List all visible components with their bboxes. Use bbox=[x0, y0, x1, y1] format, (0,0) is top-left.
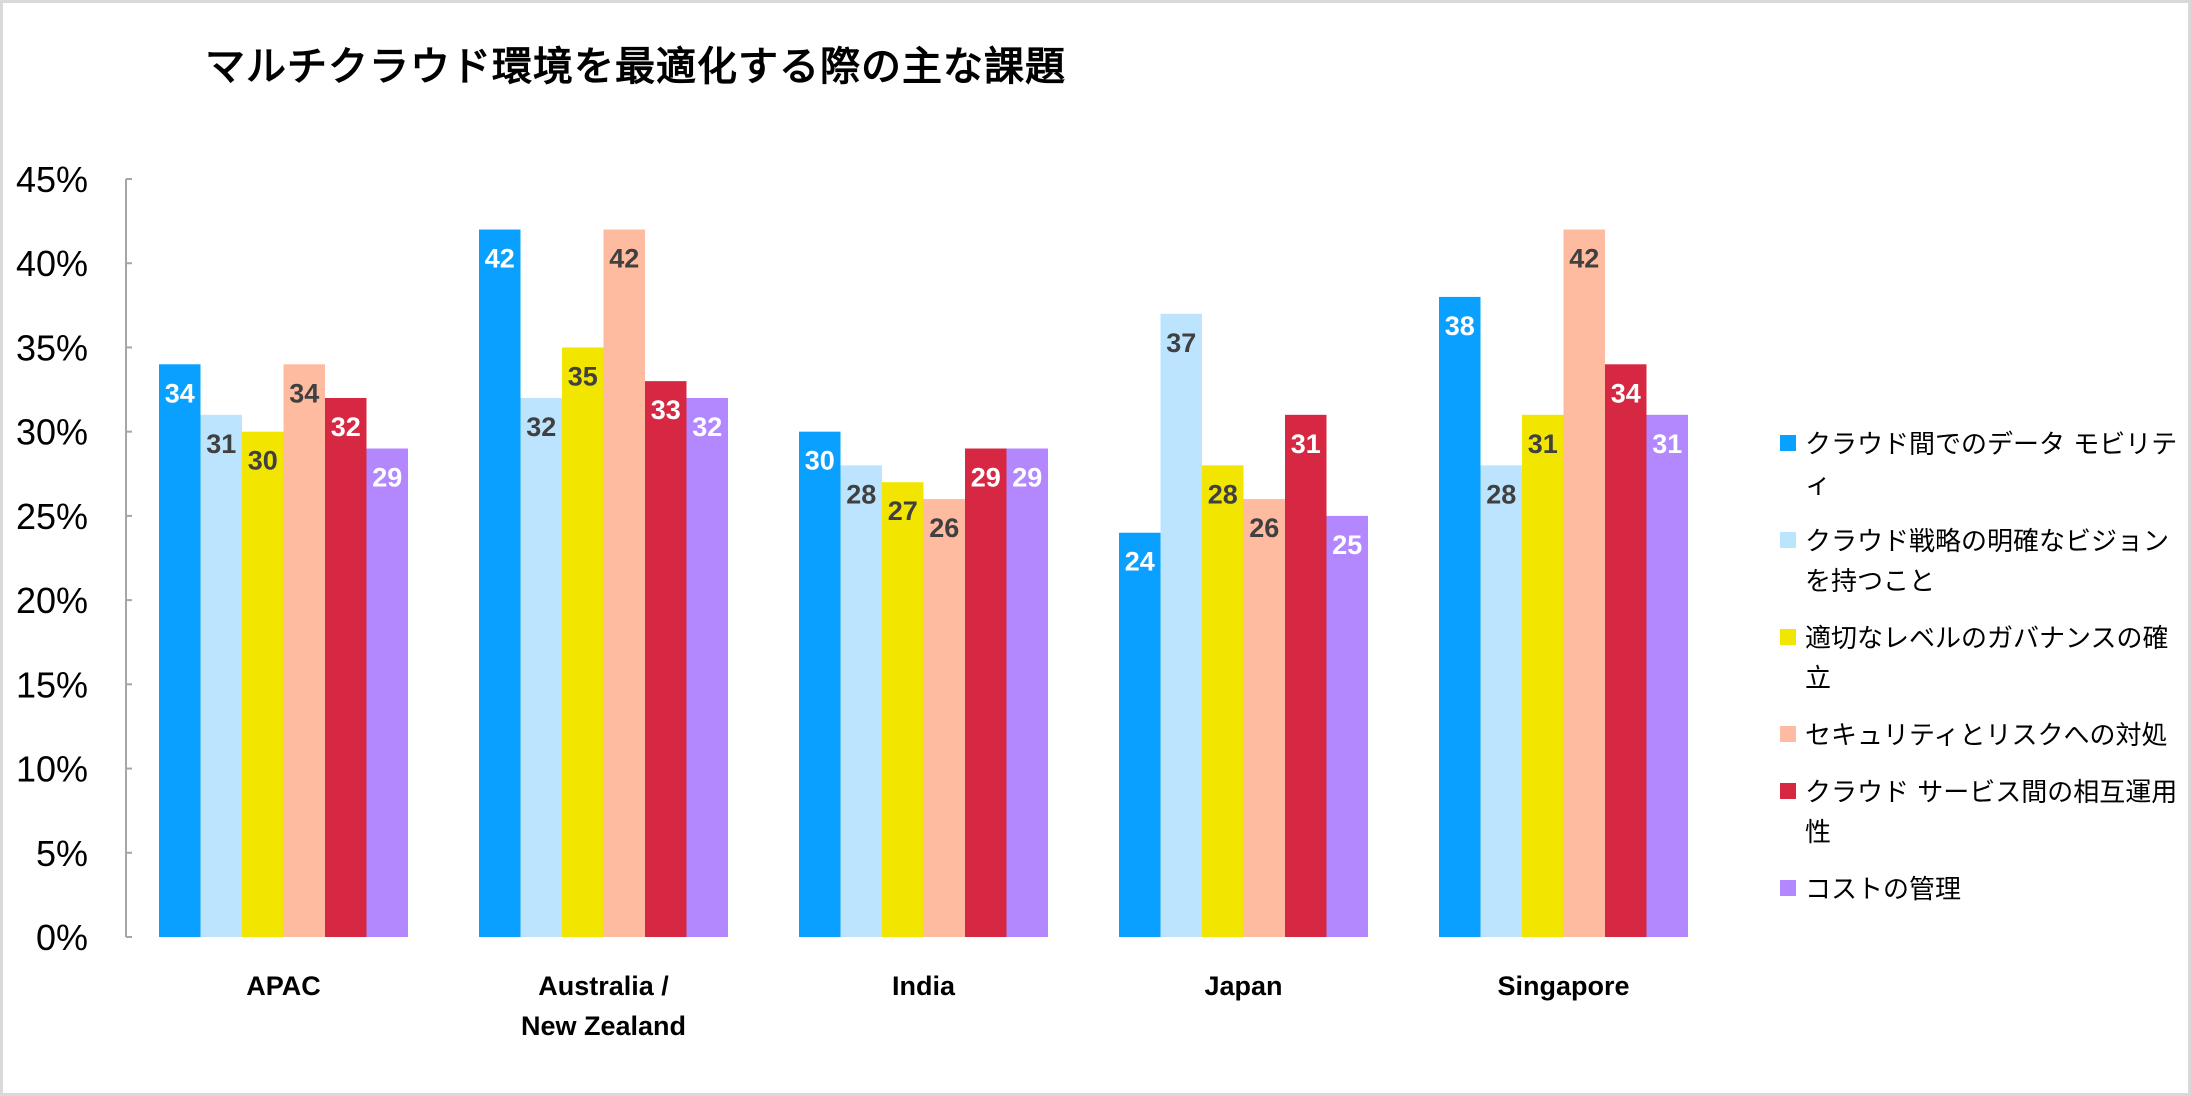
chart-title: マルチクラウド環境を最適化する際の主な課題 bbox=[205, 44, 1066, 90]
bar bbox=[686, 397, 728, 937]
data-label: 33 bbox=[651, 395, 681, 425]
data-label: 37 bbox=[1166, 328, 1196, 358]
legend-item: セキュリティとリスクへの対処 bbox=[1780, 716, 2180, 756]
x-category-label: New Zealand bbox=[521, 1011, 686, 1041]
bar bbox=[1326, 515, 1368, 937]
data-label: 35 bbox=[568, 361, 598, 391]
data-label: 28 bbox=[1486, 479, 1516, 509]
bar bbox=[1285, 414, 1327, 937]
bar bbox=[200, 414, 242, 937]
data-label: 42 bbox=[485, 244, 515, 274]
data-label: 30 bbox=[805, 446, 835, 476]
y-tick-label: 40% bbox=[16, 243, 88, 284]
data-label: 29 bbox=[372, 463, 402, 493]
data-label: 26 bbox=[929, 513, 959, 543]
legend: クラウド間でのデータ モビリティ クラウド戦略の明確なビジョンを持つこと 適切なレベ… bbox=[1780, 425, 2180, 927]
bar bbox=[1646, 414, 1688, 937]
data-label: 42 bbox=[609, 244, 639, 274]
data-label: 32 bbox=[692, 412, 722, 442]
legend-item: 適切なレベルのガバナンスの確立 bbox=[1780, 619, 2180, 699]
legend-swatch bbox=[1780, 783, 1796, 799]
data-label: 32 bbox=[526, 412, 556, 442]
x-category-label: Australia / bbox=[538, 971, 669, 1001]
data-label: 28 bbox=[1208, 479, 1238, 509]
legend-item: クラウド サービス間の相互運用性 bbox=[1780, 773, 2180, 853]
data-label: 32 bbox=[331, 412, 361, 442]
y-tick-label: 15% bbox=[16, 664, 88, 705]
data-label: 31 bbox=[1291, 429, 1321, 459]
y-tick-label: 10% bbox=[16, 749, 88, 790]
y-tick-label: 5% bbox=[36, 833, 88, 874]
legend-item: クラウド間でのデータ モビリティ bbox=[1780, 425, 2180, 505]
data-label: 27 bbox=[888, 496, 918, 526]
bar bbox=[799, 431, 841, 937]
data-label: 42 bbox=[1569, 244, 1599, 274]
x-category-label: Singapore bbox=[1497, 971, 1629, 1001]
y-tick-label: 0% bbox=[36, 917, 88, 958]
bar bbox=[1563, 229, 1605, 938]
bar bbox=[923, 499, 965, 937]
bar bbox=[1160, 313, 1202, 937]
legend-label: セキュリティとリスクへの対処 bbox=[1805, 721, 2168, 751]
legend-label: クラウド サービス間の相互運用性 bbox=[1805, 778, 2178, 848]
legend-swatch bbox=[1780, 629, 1796, 645]
bar bbox=[1480, 465, 1522, 937]
bar bbox=[366, 448, 408, 937]
bar bbox=[603, 229, 645, 938]
data-label: 31 bbox=[1528, 429, 1558, 459]
data-label: 34 bbox=[1611, 378, 1641, 408]
x-category-label: India bbox=[892, 971, 956, 1001]
bar bbox=[1006, 448, 1048, 937]
data-label: 30 bbox=[248, 446, 278, 476]
x-category-label: Japan bbox=[1204, 971, 1282, 1001]
data-label: 38 bbox=[1445, 311, 1475, 341]
x-category-label: APAC bbox=[246, 971, 321, 1001]
data-label: 29 bbox=[971, 463, 1001, 493]
bar bbox=[965, 448, 1007, 937]
bar bbox=[1202, 465, 1244, 937]
legend-swatch bbox=[1780, 880, 1796, 896]
y-tick-label: 25% bbox=[16, 496, 88, 537]
data-label: 25 bbox=[1332, 530, 1362, 560]
bar bbox=[1243, 499, 1285, 937]
bar bbox=[283, 364, 325, 937]
bar bbox=[325, 397, 367, 937]
data-label: 28 bbox=[846, 479, 876, 509]
data-label: 34 bbox=[165, 378, 195, 408]
y-tick-label: 20% bbox=[16, 580, 88, 621]
legend-label: コストの管理 bbox=[1805, 875, 1962, 905]
bar bbox=[840, 465, 882, 937]
bar bbox=[159, 364, 201, 937]
bar bbox=[882, 482, 924, 937]
y-tick-label: 30% bbox=[16, 412, 88, 453]
bar bbox=[1605, 364, 1647, 937]
data-label: 34 bbox=[289, 378, 319, 408]
y-tick-label: 45% bbox=[16, 159, 88, 200]
legend-swatch bbox=[1780, 435, 1796, 451]
bar bbox=[242, 431, 284, 937]
legend-item: クラウド戦略の明確なビジョンを持つこと bbox=[1780, 522, 2180, 602]
bar bbox=[1119, 532, 1161, 937]
data-label: 31 bbox=[206, 429, 236, 459]
legend-label: クラウド戦略の明確なビジョンを持つこと bbox=[1805, 527, 2170, 597]
legend-swatch bbox=[1780, 532, 1796, 548]
bar bbox=[1522, 414, 1564, 937]
data-label: 31 bbox=[1652, 429, 1682, 459]
bar bbox=[645, 381, 687, 938]
bar bbox=[479, 229, 521, 938]
legend-item: コストの管理 bbox=[1780, 870, 2180, 910]
legend-label: クラウド間でのデータ モビリティ bbox=[1805, 430, 2178, 500]
legend-swatch bbox=[1780, 726, 1796, 742]
legend-label: 適切なレベルのガバナンスの確立 bbox=[1805, 624, 2169, 694]
data-label: 24 bbox=[1125, 547, 1155, 577]
bar bbox=[562, 347, 604, 937]
y-tick-label: 35% bbox=[16, 327, 88, 368]
data-label: 29 bbox=[1012, 463, 1042, 493]
bar bbox=[520, 397, 562, 937]
bar bbox=[1439, 296, 1481, 937]
data-label: 26 bbox=[1249, 513, 1279, 543]
